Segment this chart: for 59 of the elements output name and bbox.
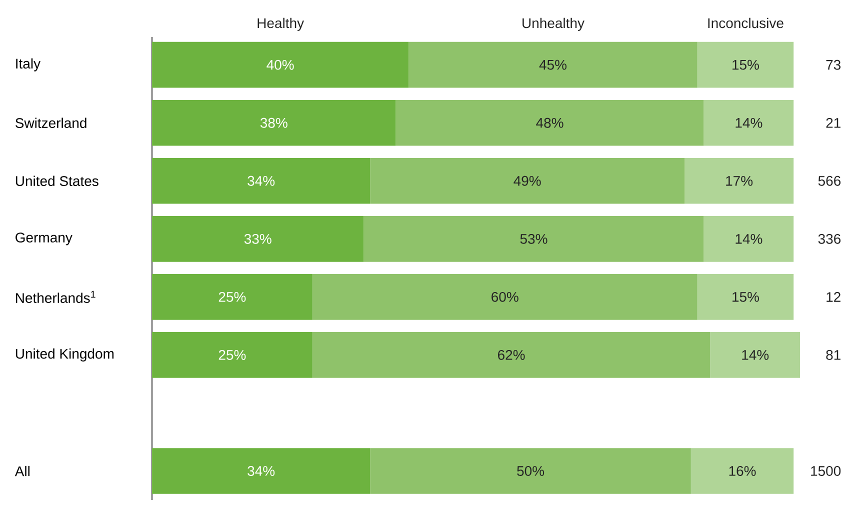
data-label: 33% (244, 234, 272, 244)
data-label: 15% (732, 292, 759, 302)
data-label: 16% (729, 466, 756, 476)
data-label: 40% (266, 60, 294, 70)
bar (704, 100, 794, 146)
bar (704, 216, 794, 262)
text: 566 (818, 176, 841, 186)
bar (152, 100, 396, 146)
y-tick-label: Germany (16, 232, 72, 246)
text: 73 (826, 60, 841, 70)
text: 81 (826, 350, 840, 360)
bar (690, 448, 794, 494)
y-tick-label: United Kingdom (16, 348, 114, 362)
text: 1500 (811, 466, 841, 476)
text: 21 (826, 118, 840, 128)
data-label: 14% (736, 234, 762, 244)
text: 12 (826, 292, 840, 302)
bar (697, 274, 794, 320)
bar (408, 42, 698, 88)
bar (370, 158, 685, 204)
bar (684, 158, 794, 204)
series-label: Healthy (258, 18, 304, 31)
data-label: 25% (218, 292, 246, 302)
bar (152, 448, 370, 494)
bar (364, 216, 704, 262)
y-tick-label: Netherlands$^{1}$ (16, 290, 96, 303)
data-label: 34% (248, 466, 275, 476)
data-label: 49% (514, 176, 541, 186)
data-label: 38% (260, 118, 288, 128)
data-label: 15% (732, 60, 759, 70)
bar (152, 158, 370, 204)
data-label: 17% (726, 176, 753, 186)
bar (312, 274, 698, 320)
bar (710, 332, 800, 378)
y-tick-label: Italy (16, 58, 41, 72)
bar (152, 216, 364, 262)
y-tick-label: All (14, 466, 30, 476)
series-label: Unhealthy (522, 18, 584, 31)
bar (152, 274, 312, 320)
data-label: 14% (742, 350, 769, 360)
data-label: 60% (492, 292, 518, 302)
bar (396, 100, 704, 146)
series-label: Inconclusive (708, 18, 784, 28)
y-tick-label: United States (16, 176, 98, 186)
bar (312, 332, 710, 378)
data-label: 53% (520, 234, 548, 244)
data-label: 62% (498, 350, 525, 360)
data-label: 34% (248, 176, 275, 186)
bar (152, 42, 409, 88)
data-label: 50% (517, 466, 544, 476)
bar (152, 332, 312, 378)
data-label: 48% (536, 118, 564, 128)
data-label: 45% (539, 60, 567, 70)
bar (697, 42, 794, 88)
data-label: 25% (218, 350, 246, 360)
bar (370, 448, 691, 494)
text: 336 (818, 234, 841, 244)
y-tick-label: Switzerland (16, 118, 86, 128)
data-label: 14% (736, 118, 762, 128)
